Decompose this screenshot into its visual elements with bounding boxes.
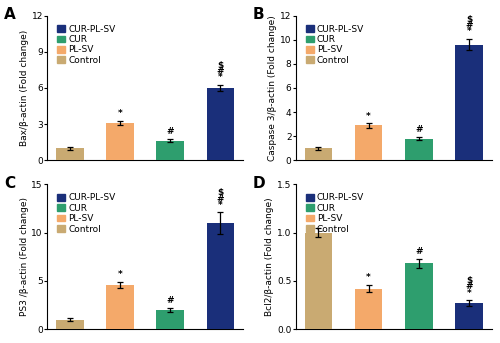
Y-axis label: Bax/β-actin (Fold change): Bax/β-actin (Fold change) [20,30,29,146]
Text: #: # [216,67,224,76]
Legend: CUR-PL-SV, CUR, PL-SV, Control: CUR-PL-SV, CUR, PL-SV, Control [304,192,366,235]
Text: #: # [166,127,174,136]
Bar [304,149,332,161]
Bar [405,263,432,329]
Text: *: * [466,288,471,298]
Bar [56,320,84,329]
Text: *: * [366,111,371,121]
Text: A: A [4,7,16,22]
Text: $: $ [466,276,472,285]
Legend: CUR-PL-SV, CUR, PL-SV, Control: CUR-PL-SV, CUR, PL-SV, Control [56,192,117,235]
Bar [206,223,234,329]
Bar [156,310,184,329]
Bar [106,285,134,329]
Legend: CUR-PL-SV, CUR, PL-SV, Control: CUR-PL-SV, CUR, PL-SV, Control [56,23,117,67]
Text: $: $ [217,61,224,70]
Bar [56,149,84,161]
Bar [355,288,382,329]
Text: #: # [415,126,422,134]
Text: *: * [118,109,122,118]
Bar [156,141,184,161]
Bar [355,126,382,161]
Y-axis label: Bcl2/β-actin (Fold change): Bcl2/β-actin (Fold change) [266,198,274,316]
Text: #: # [216,194,224,204]
Bar [206,88,234,161]
Text: D: D [252,176,265,191]
Legend: CUR-PL-SV, CUR, PL-SV, Control: CUR-PL-SV, CUR, PL-SV, Control [304,23,366,67]
Text: B: B [252,7,264,22]
Text: $: $ [466,15,472,24]
Bar [106,123,134,161]
Bar [455,45,483,161]
Y-axis label: PS3 /β-actin (Fold change): PS3 /β-actin (Fold change) [20,197,28,316]
Text: #: # [166,296,174,305]
Text: #: # [465,283,472,292]
Text: #: # [465,21,472,31]
Text: *: * [218,201,222,210]
Bar [455,303,483,329]
Text: *: * [118,270,122,279]
Text: *: * [366,273,371,282]
Text: *: * [466,27,471,36]
Y-axis label: Caspase 3/β-actin (Fold change): Caspase 3/β-actin (Fold change) [268,15,277,161]
Text: C: C [4,176,15,191]
Text: *: * [218,73,222,82]
Bar [304,233,332,329]
Text: #: # [415,247,422,256]
Text: $: $ [217,189,224,198]
Bar [405,139,432,161]
